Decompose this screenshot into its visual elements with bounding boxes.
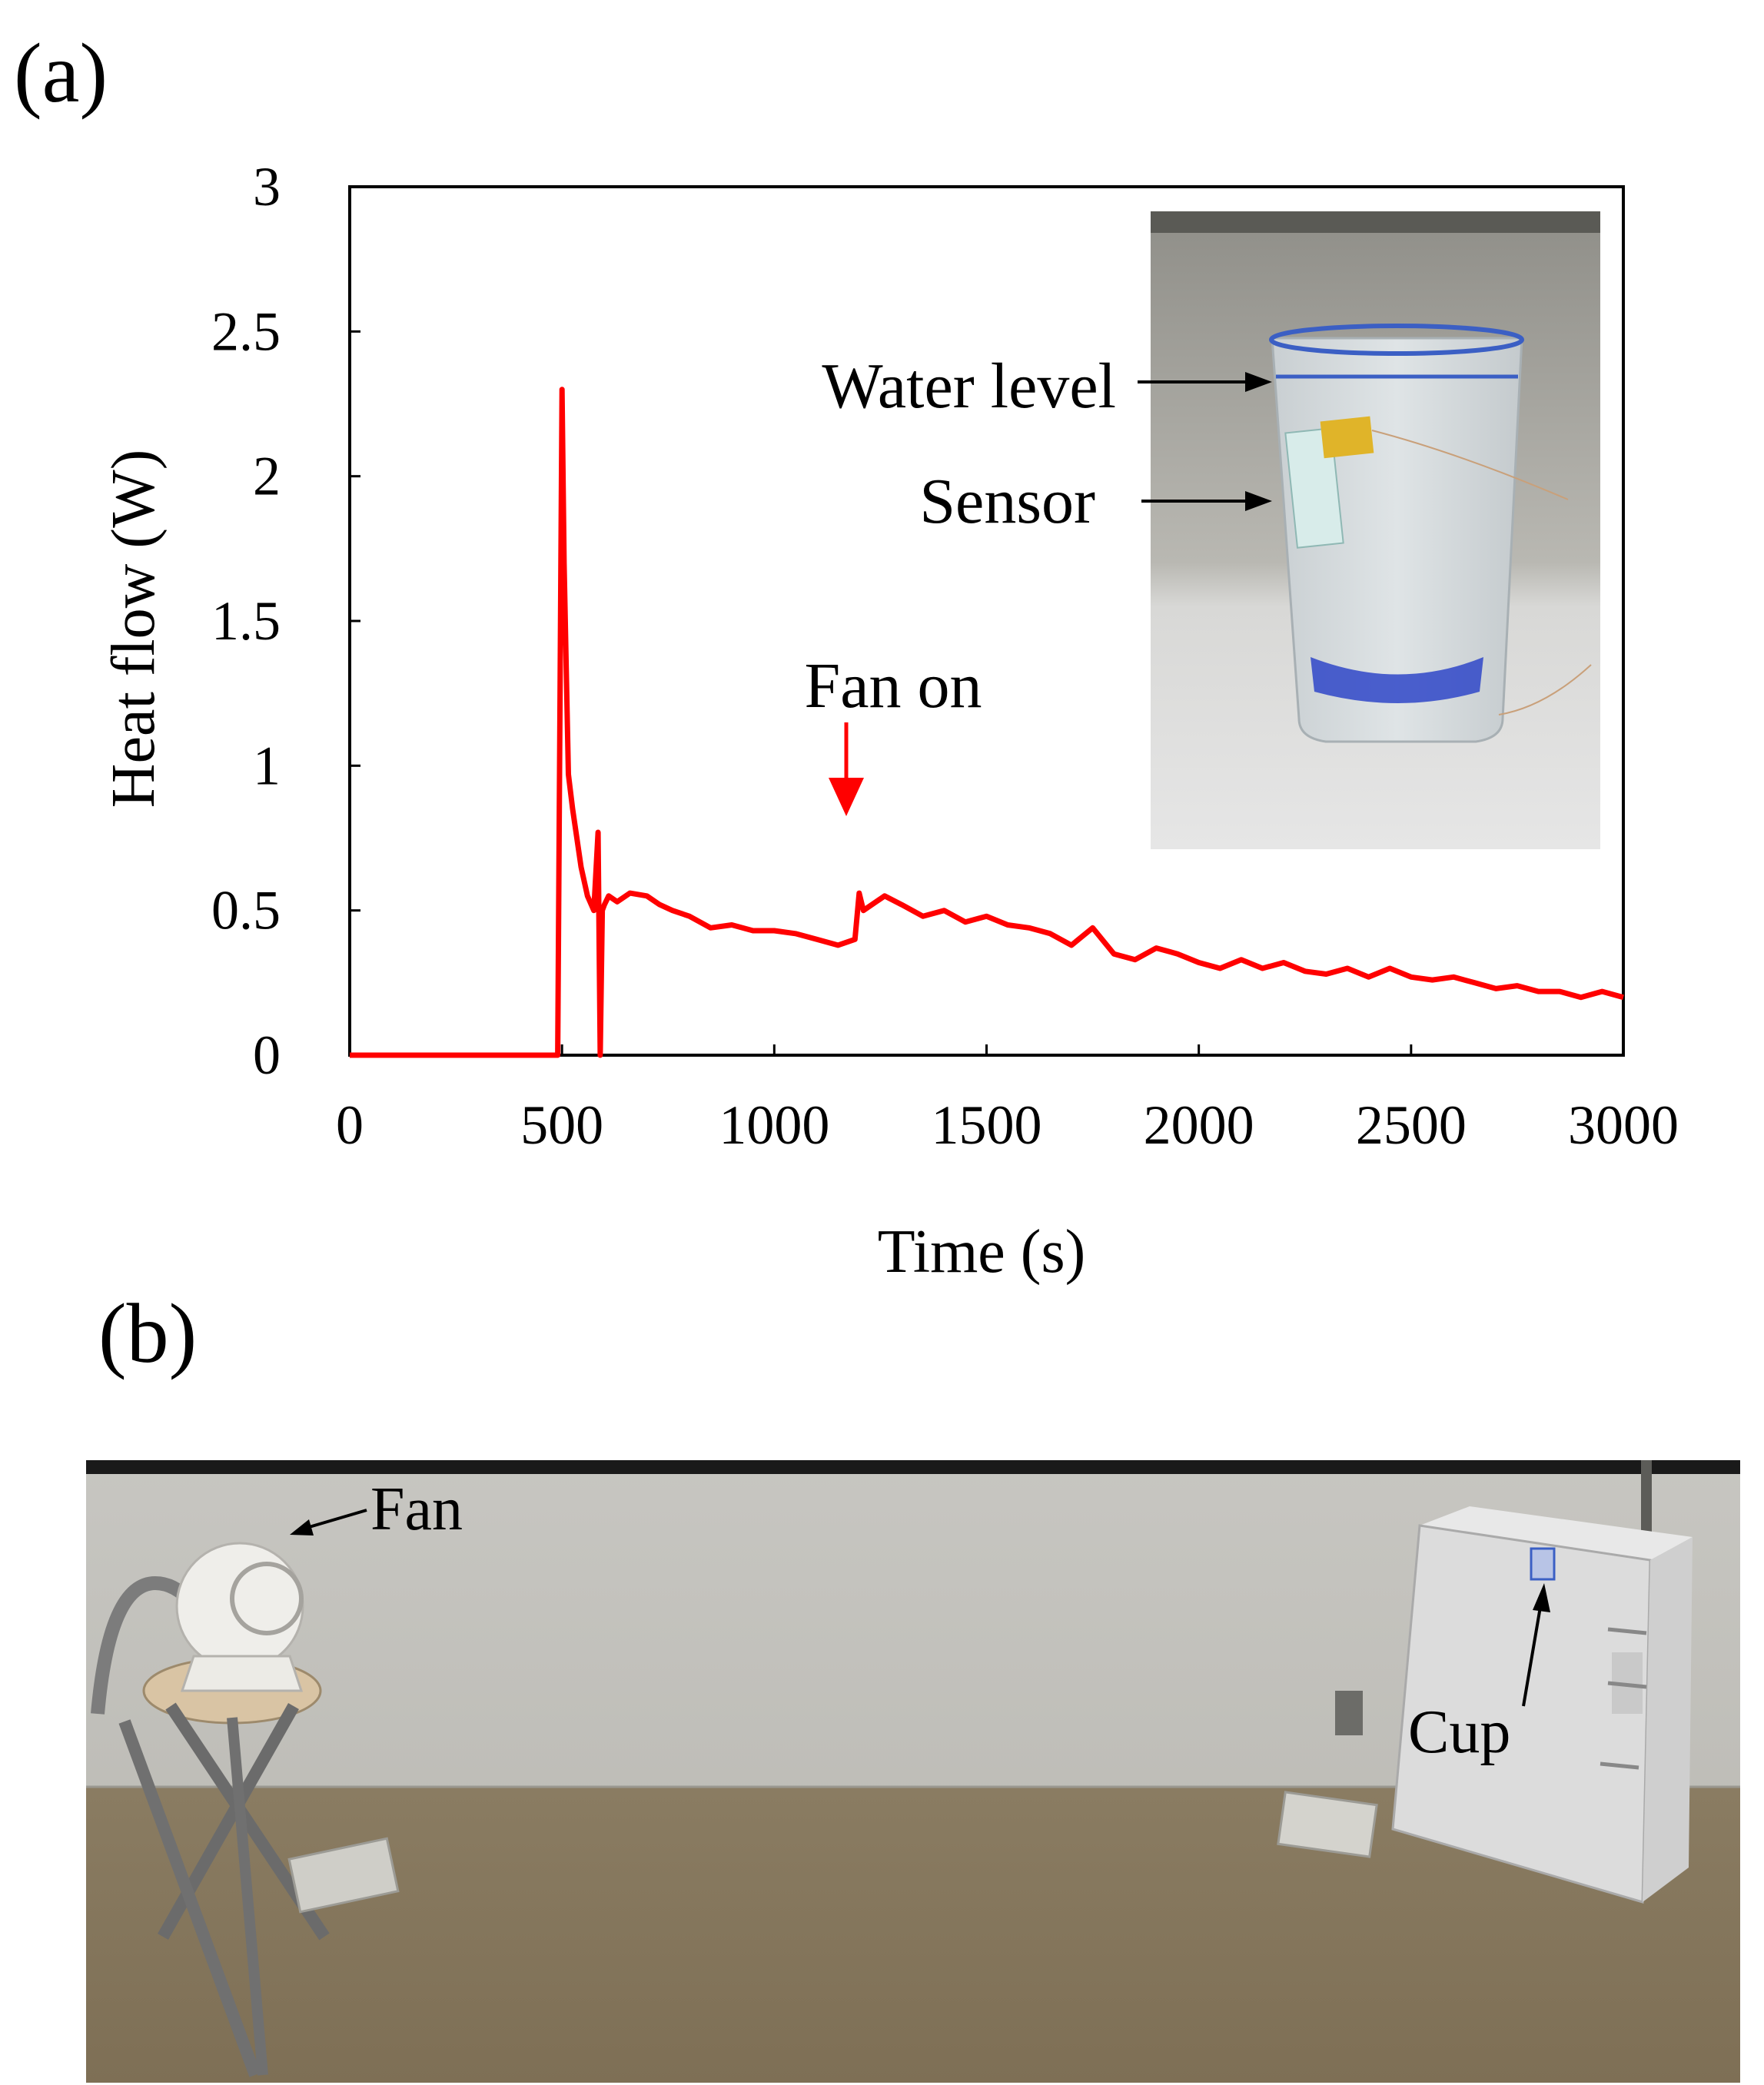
- cup: [1530, 1547, 1556, 1581]
- heat-flow-chart: 0 500 1000 1500 2000 2500 3000 0 0.5 1 1.5 2 2.5 3 Ti…: [100, 156, 1679, 1286]
- x-tick-label: 2000: [1144, 1094, 1254, 1156]
- sensor-arrow: [1141, 491, 1272, 511]
- y-axis-title: Heat flow (W): [100, 450, 168, 808]
- inset-photo: Water level Sensor: [822, 211, 1600, 849]
- heat-flow-series-line: [350, 387, 1624, 1058]
- cup-label: Cup: [1408, 1698, 1510, 1766]
- y-tick-label: 0: [253, 1024, 281, 1086]
- cup-arrow: [1522, 1583, 1550, 1707]
- y-tick-label: 2: [253, 446, 281, 507]
- fan-on-arrow: [829, 722, 864, 816]
- y-tick-label: 2.5: [211, 300, 281, 362]
- chart-ticks: 0 500 1000 1500 2000 2500 3000 0 0.5 1 1.5 2 2.5 3: [211, 156, 1679, 1156]
- fan-label: Fan: [370, 1476, 463, 1543]
- x-tick-label: 1500: [932, 1094, 1042, 1156]
- x-tick-label: 500: [520, 1094, 603, 1156]
- x-tick-label: 3000: [1568, 1094, 1679, 1156]
- fan: [175, 1542, 304, 1692]
- panel-label-b: (b): [98, 1287, 198, 1380]
- cabinet: [1391, 1506, 1693, 1904]
- water-level-arrow: [1138, 372, 1272, 392]
- x-tick-label: 0: [336, 1094, 364, 1156]
- fan-arrow: [290, 1509, 367, 1536]
- x-tick-label: 1000: [719, 1094, 829, 1156]
- x-axis-title: Time (s): [878, 1218, 1085, 1286]
- x-tick-label: 2500: [1356, 1094, 1467, 1156]
- panel-label-a: (a): [14, 26, 108, 120]
- water-level-label: Water level: [822, 350, 1116, 422]
- y-tick-label: 0.5: [211, 880, 281, 941]
- sensor-label: Sensor: [919, 466, 1095, 537]
- y-tick-label: 3: [253, 156, 281, 217]
- y-tick-label: 1.5: [211, 590, 281, 652]
- y-tick-label: 1: [253, 735, 281, 796]
- room-photo: Fan Cup: [86, 1460, 1740, 2083]
- fan-on-annotation: Fan on: [805, 650, 982, 722]
